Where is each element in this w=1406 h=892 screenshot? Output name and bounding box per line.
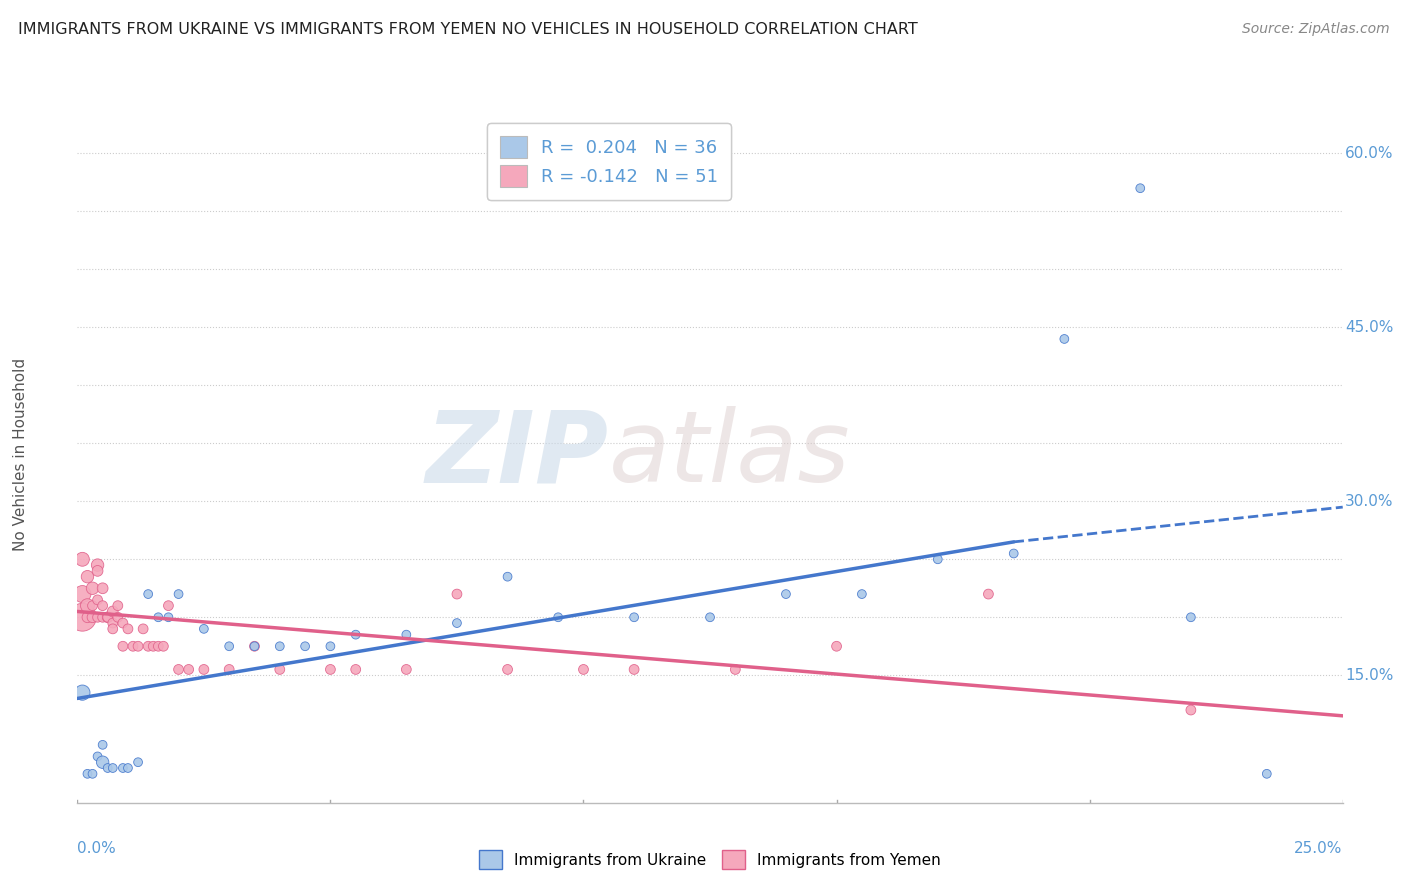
Point: [269, 662, 291, 676]
Point: [395, 662, 418, 676]
Point: [344, 628, 367, 642]
Point: [395, 628, 418, 642]
Point: [193, 662, 215, 676]
Point: [107, 610, 129, 624]
Point: [1129, 181, 1152, 195]
Point: [76, 610, 98, 624]
Point: [623, 662, 645, 676]
Point: [97, 761, 120, 775]
Point: [72, 587, 94, 601]
Point: [167, 587, 190, 601]
Point: [446, 587, 468, 601]
Text: atlas: atlas: [609, 407, 851, 503]
Point: [117, 622, 139, 636]
Point: [72, 552, 94, 566]
Point: [775, 587, 797, 601]
Point: [82, 610, 104, 624]
Text: 30.0%: 30.0%: [1346, 494, 1393, 508]
Point: [101, 605, 124, 619]
Point: [157, 610, 180, 624]
Point: [101, 615, 124, 630]
Point: [177, 662, 200, 676]
Point: [724, 662, 747, 676]
Point: [193, 622, 215, 636]
Point: [97, 610, 120, 624]
Point: [1180, 610, 1202, 624]
Point: [86, 610, 108, 624]
Point: [142, 639, 165, 653]
Point: [86, 558, 108, 573]
Point: [127, 755, 149, 769]
Point: [927, 552, 949, 566]
Point: [294, 639, 316, 653]
Point: [446, 615, 468, 630]
Point: [76, 766, 98, 781]
Text: 45.0%: 45.0%: [1346, 320, 1393, 334]
Text: Source: ZipAtlas.com: Source: ZipAtlas.com: [1241, 22, 1389, 37]
Point: [623, 610, 645, 624]
Point: [496, 570, 519, 584]
Point: [101, 622, 124, 636]
Point: [76, 599, 98, 613]
Point: [825, 639, 848, 653]
Point: [107, 599, 129, 613]
Text: ZIP: ZIP: [426, 407, 609, 503]
Point: [1002, 546, 1025, 561]
Point: [547, 610, 569, 624]
Text: 25.0%: 25.0%: [1295, 841, 1343, 856]
Point: [91, 738, 114, 752]
Point: [851, 587, 873, 601]
Point: [86, 749, 108, 764]
Legend: R =  0.204   N = 36, R = -0.142   N = 51: R = 0.204 N = 36, R = -0.142 N = 51: [486, 123, 731, 200]
Point: [91, 599, 114, 613]
Text: No Vehicles in Household: No Vehicles in Household: [13, 359, 28, 551]
Point: [117, 761, 139, 775]
Point: [127, 639, 149, 653]
Point: [91, 610, 114, 624]
Point: [101, 761, 124, 775]
Point: [218, 639, 240, 653]
Point: [699, 610, 721, 624]
Point: [82, 766, 104, 781]
Point: [91, 582, 114, 596]
Point: [136, 587, 159, 601]
Text: 60.0%: 60.0%: [1346, 146, 1393, 161]
Point: [82, 582, 104, 596]
Point: [157, 599, 180, 613]
Point: [152, 639, 174, 653]
Point: [72, 610, 94, 624]
Text: IMMIGRANTS FROM UKRAINE VS IMMIGRANTS FROM YEMEN NO VEHICLES IN HOUSEHOLD CORREL: IMMIGRANTS FROM UKRAINE VS IMMIGRANTS FR…: [18, 22, 918, 37]
Point: [97, 610, 120, 624]
Point: [86, 592, 108, 607]
Point: [167, 662, 190, 676]
Point: [243, 639, 266, 653]
Point: [122, 639, 145, 653]
Text: 15.0%: 15.0%: [1346, 668, 1393, 682]
Point: [82, 599, 104, 613]
Point: [218, 662, 240, 676]
Point: [269, 639, 291, 653]
Point: [344, 662, 367, 676]
Text: 0.0%: 0.0%: [77, 841, 117, 856]
Point: [319, 662, 342, 676]
Point: [86, 564, 108, 578]
Point: [1053, 332, 1076, 346]
Point: [111, 615, 134, 630]
Point: [76, 570, 98, 584]
Point: [136, 639, 159, 653]
Point: [1256, 766, 1278, 781]
Point: [72, 685, 94, 699]
Point: [148, 639, 170, 653]
Point: [1180, 703, 1202, 717]
Point: [132, 622, 155, 636]
Point: [496, 662, 519, 676]
Point: [91, 755, 114, 769]
Point: [977, 587, 1000, 601]
Point: [319, 639, 342, 653]
Point: [572, 662, 595, 676]
Point: [111, 639, 134, 653]
Point: [111, 761, 134, 775]
Point: [243, 639, 266, 653]
Point: [148, 610, 170, 624]
